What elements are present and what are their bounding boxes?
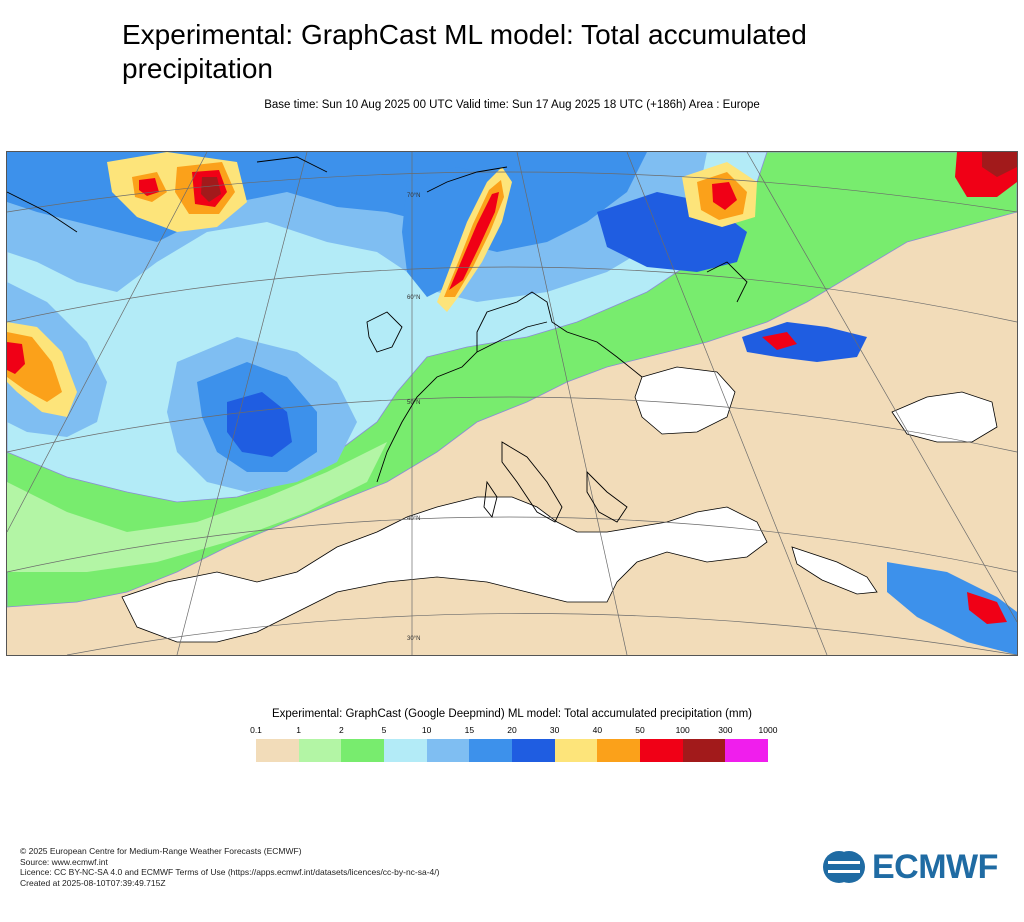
ecmwf-logo-icon	[823, 851, 865, 883]
legend-tick-label: 20	[507, 725, 517, 735]
legend-swatch-5	[469, 739, 513, 762]
legend-tick-label: 15	[464, 725, 475, 735]
legend-colorbar	[256, 739, 769, 762]
precip-hotspot-southeast-red	[967, 592, 1007, 624]
precip-hotspot-norway-red	[449, 192, 499, 290]
legend-swatch-11	[725, 739, 769, 762]
precip-region-darkblue-atlantic	[227, 392, 292, 457]
footer-credits: © 2025 European Centre for Medium-Range …	[20, 846, 439, 888]
legend-tick-label: 2	[338, 725, 344, 735]
footer-created: Created at 2025-08-10T07:39:49.715Z	[20, 877, 166, 888]
ecmwf-logo[interactable]: ECMWF	[822, 850, 998, 884]
legend-ticks: 0.1 1 2 5 10 15 20 30 40 50 100 300 1000	[250, 725, 777, 737]
coastlines	[7, 156, 748, 523]
legend-swatch-4	[426, 739, 470, 762]
grid-label-60n: 60°N	[407, 295, 420, 301]
precip-hotspot-caucasus-blue	[742, 322, 867, 362]
legend-swatch-6	[512, 739, 555, 762]
legend-swatch-1	[298, 739, 342, 762]
sea-red	[791, 546, 878, 595]
precip-hotspot-scandinavia-red	[712, 182, 737, 210]
legend-tick-label: 300	[718, 725, 733, 735]
sea-mediterranean	[121, 496, 768, 643]
legend-swatch-0	[256, 739, 299, 762]
sea-caspian	[891, 391, 998, 443]
precipitation-map[interactable]: 70°N 60°N 50°N 40°N 30°N	[6, 151, 1018, 656]
legend-swatch-7	[554, 739, 598, 762]
precip-region-lightgreen	[7, 442, 387, 572]
legend-tick-label: 1	[296, 725, 302, 735]
map-subtitle: Base time: Sun 10 Aug 2025 00 UTC Valid …	[264, 99, 760, 111]
sea-black	[634, 366, 736, 435]
precip-hotspot-northeast-darkred	[982, 152, 1017, 177]
grid-label-50n: 50°N	[407, 400, 420, 406]
page-title: Experimental: GraphCast ML model: Total …	[122, 19, 807, 84]
precip-hotspot-greenland-darkred	[201, 177, 221, 202]
legend-swatch-8	[597, 739, 641, 762]
graticule	[7, 152, 1017, 655]
legend-swatch-9	[640, 739, 683, 762]
grid-label-30n: 30°N	[407, 636, 420, 642]
legend-swatch-10	[682, 739, 726, 762]
grid-label-70n: 70°N	[407, 193, 420, 199]
legend-tick-label: 100	[675, 725, 690, 735]
legend-tick-label: 5	[381, 725, 387, 735]
map-canvas: 70°N 60°N 50°N 40°N 30°N	[7, 152, 1017, 655]
legend-tick-label: 0.1	[250, 725, 262, 735]
legend-swatch-3	[384, 739, 427, 762]
footer-licence: Licence: CC BY-NC-SA 4.0 and ECMWF Terms…	[20, 867, 440, 877]
precip-hotspot-southeast-blue	[887, 562, 1017, 655]
precip-hotspot-caucasus-red	[762, 332, 797, 350]
legend-title: Experimental: GraphCast (Google Deepmind…	[271, 708, 752, 720]
legend-tick-label: 50	[635, 725, 645, 735]
footer-copyright: © 2025 European Centre for Medium-Range …	[20, 846, 302, 856]
legend-tick-label: 30	[549, 725, 560, 735]
legend-tick-label: 10	[421, 725, 432, 735]
legend-swatch-2	[341, 739, 385, 762]
footer-source: Source: www.ecmwf.int	[20, 856, 108, 867]
legend-tick-label: 1000	[758, 725, 778, 735]
precip-hotspot-west-red	[7, 342, 25, 374]
ecmwf-logo-text: ECMWF	[872, 848, 998, 886]
grid-label-40n: 40°N	[407, 516, 420, 522]
legend-tick-label: 40	[592, 725, 603, 735]
precip-hotspot-greenland2-red	[139, 178, 159, 196]
